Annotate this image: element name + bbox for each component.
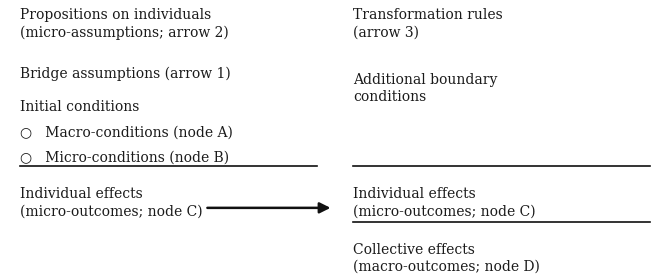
Text: Collective effects
(macro-outcomes; node D): Collective effects (macro-outcomes; node… <box>353 243 540 274</box>
Text: Additional boundary
conditions: Additional boundary conditions <box>353 73 498 104</box>
Text: Transformation rules
(arrow 3): Transformation rules (arrow 3) <box>353 8 503 40</box>
Text: Propositions on individuals
(micro-assumptions; arrow 2): Propositions on individuals (micro-assum… <box>20 8 228 40</box>
Text: Individual effects
(micro-outcomes; node C): Individual effects (micro-outcomes; node… <box>20 187 203 218</box>
Text: Initial conditions: Initial conditions <box>20 100 139 114</box>
Text: Individual effects
(micro-outcomes; node C): Individual effects (micro-outcomes; node… <box>353 187 536 218</box>
Text: Bridge assumptions (arrow 1): Bridge assumptions (arrow 1) <box>20 67 230 81</box>
Text: ○   Micro-conditions (node B): ○ Micro-conditions (node B) <box>20 151 229 165</box>
Text: ○   Macro-conditions (node A): ○ Macro-conditions (node A) <box>20 126 233 140</box>
